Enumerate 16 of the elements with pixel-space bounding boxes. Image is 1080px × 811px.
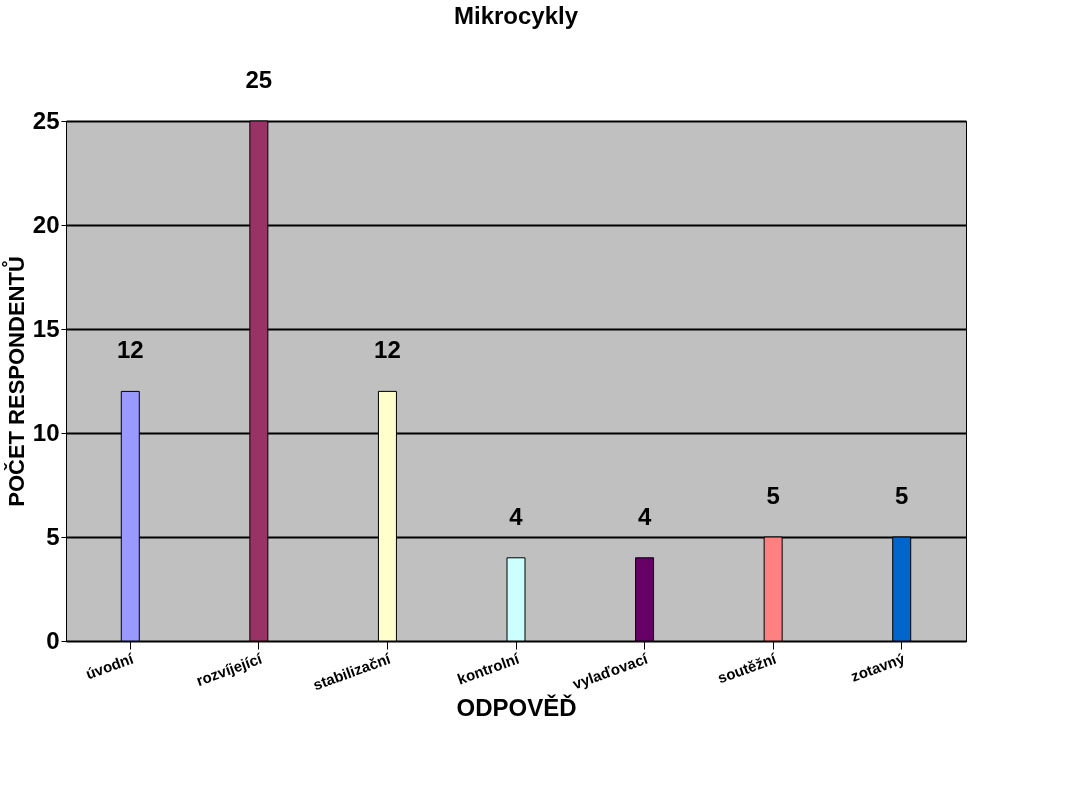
y-tick-label: 0 — [46, 626, 60, 654]
data-label: 25 — [245, 66, 273, 93]
x-axis-title: ODPOVĚĎ — [456, 694, 577, 722]
y-tick-label: 15 — [32, 314, 60, 342]
data-label: 5 — [895, 482, 909, 509]
y-tick-label: 5 — [46, 522, 60, 550]
data-label: 5 — [766, 482, 780, 509]
y-tick-label: 10 — [32, 418, 60, 446]
y-axis-title: POČET RESPONDENTŮ — [0, 256, 29, 507]
chart-title: Mikrocykly — [453, 2, 579, 29]
data-label: 12 — [116, 336, 144, 364]
data-label: 12 — [374, 336, 401, 364]
y-tick-label: 20 — [32, 210, 60, 238]
data-label: 4 — [509, 502, 524, 530]
y-tick-label: 25 — [32, 106, 60, 134]
data-label: 4 — [637, 502, 652, 530]
